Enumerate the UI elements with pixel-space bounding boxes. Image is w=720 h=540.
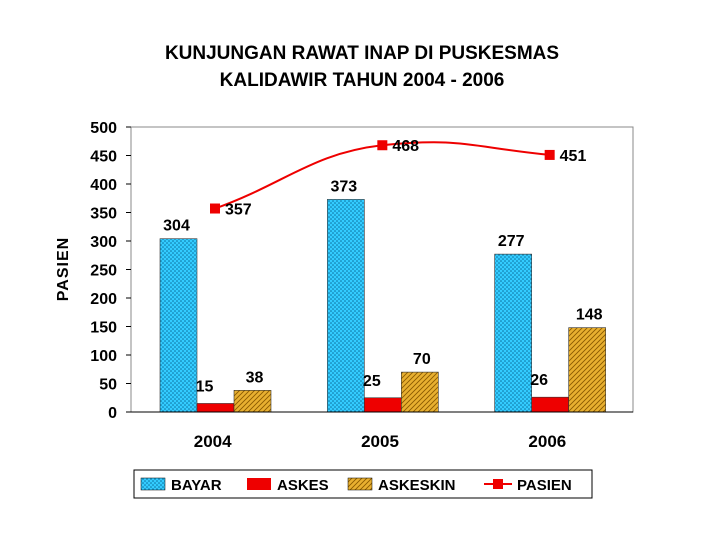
- y-tick-label: 100: [90, 348, 117, 365]
- bar-askes-2006: [531, 396, 569, 413]
- legend-swatch-pasien-marker: [493, 479, 503, 489]
- data-label-askeskin-2005: 70: [413, 351, 431, 368]
- bar-askeskin-2006: [568, 327, 606, 413]
- y-tick-label: 50: [99, 377, 117, 394]
- marker-pasien-2004: [210, 203, 220, 214]
- x-tick-label: 2005: [361, 432, 399, 451]
- y-tick-label: 450: [90, 149, 117, 166]
- data-label-askes-2004: 15: [196, 378, 214, 395]
- data-label-askeskin-2006: 148: [576, 307, 603, 324]
- marker-pasien-2005: [377, 140, 388, 151]
- x-tick-label: 2004: [194, 432, 232, 451]
- y-tick-label: 500: [90, 120, 117, 137]
- y-tick-label: 0: [108, 405, 117, 422]
- y-tick-label: 150: [90, 320, 117, 337]
- bar-askes-2005: [364, 397, 402, 413]
- data-label-pasien-2005: 468: [392, 138, 419, 155]
- legend-label-bayar: BAYAR: [171, 477, 222, 494]
- legend-label-askes: ASKES: [277, 477, 329, 494]
- bar-askes-2004: [196, 403, 235, 413]
- y-tick-label: 300: [90, 234, 117, 251]
- bar-bayar-2004: [159, 238, 198, 413]
- data-label-pasien-2006: 451: [560, 148, 587, 165]
- data-label-bayar-2004: 304: [163, 218, 190, 235]
- bar-askeskin-2005: [401, 371, 439, 413]
- legend: BAYAR ASKES ASKESKIN PASIEN: [133, 469, 593, 499]
- chart-title: KUNJUNGAN RAWAT INAP DI PUSKESMAS: [165, 43, 559, 64]
- line-pasien: [214, 141, 550, 210]
- legend-label-pasien: PASIEN: [517, 477, 572, 494]
- y-tick-label: 400: [90, 177, 117, 194]
- data-label-askeskin-2004: 38: [246, 369, 264, 386]
- legend-swatch-askeskin: [347, 477, 373, 491]
- bar-askeskin-2004: [233, 390, 272, 413]
- legend-swatch-bayar: [140, 477, 166, 491]
- y-tick-label: 200: [90, 291, 117, 308]
- plot-area: [130, 126, 634, 413]
- data-label-askes-2005: 25: [363, 373, 381, 390]
- data-label-bayar-2005: 373: [330, 178, 357, 195]
- x-tick-label: 2006: [528, 432, 566, 451]
- bar-bayar-2005: [327, 199, 365, 413]
- legend-swatch-askes: [247, 478, 271, 490]
- marker-pasien-2006: [544, 149, 555, 160]
- chart-subtitle: KALIDAWIR TAHUN 2004 - 2006: [220, 70, 505, 91]
- y-tick-label: 250: [90, 263, 117, 280]
- data-label-askes-2006: 26: [530, 372, 548, 389]
- bar-bayar-2006: [494, 253, 532, 413]
- data-label-bayar-2006: 277: [498, 233, 525, 250]
- legend-label-askeskin: ASKESKIN: [378, 477, 456, 494]
- data-label-pasien-2004: 357: [225, 202, 252, 219]
- y-tick-label: 350: [90, 206, 117, 223]
- y-axis-label: PASIEN: [55, 237, 72, 301]
